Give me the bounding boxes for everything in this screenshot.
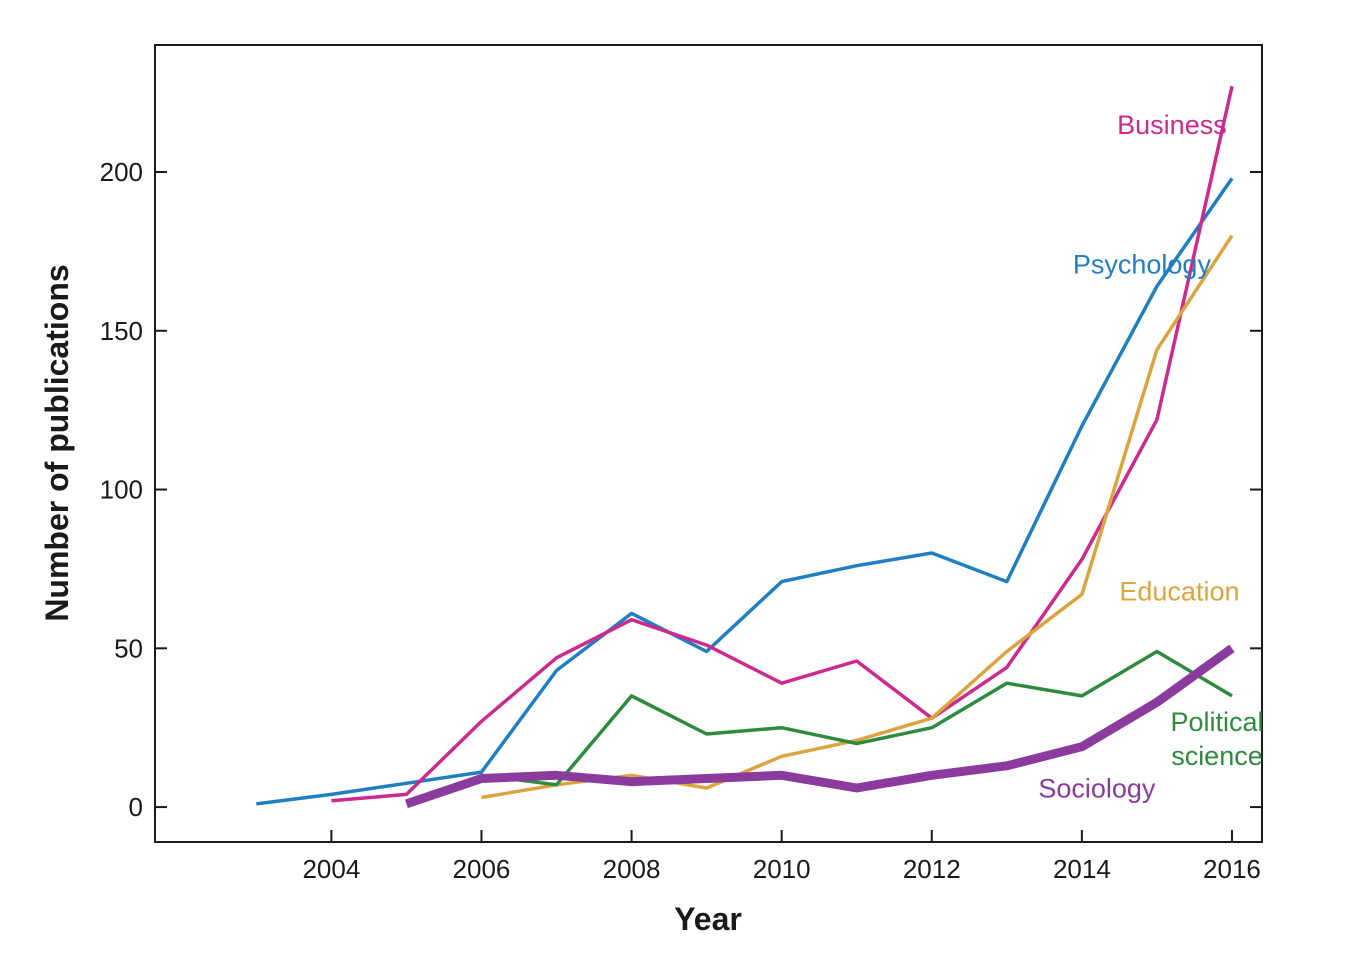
y-axis-title: Number of publications bbox=[39, 264, 75, 621]
series-label-psychology: Psychology bbox=[1073, 250, 1212, 280]
y-tick-label-200: 200 bbox=[100, 157, 143, 187]
y-tick-label-150: 150 bbox=[100, 316, 143, 346]
plot-frame bbox=[154, 44, 1263, 843]
x-tick-label-2012: 2012 bbox=[903, 854, 961, 884]
series-labels: Business Psychology Education Political scie… bbox=[1038, 110, 1263, 804]
series-lines bbox=[256, 85, 1235, 809]
x-tick-label-2014: 2014 bbox=[1053, 854, 1111, 884]
y-tick-label-0: 0 bbox=[129, 792, 143, 822]
x-tick-label-2008: 2008 bbox=[603, 854, 661, 884]
series-line-education bbox=[481, 234, 1234, 800]
y-tick-label-100: 100 bbox=[100, 475, 143, 505]
series-line-political-science bbox=[481, 649, 1233, 787]
series-line-business bbox=[331, 85, 1234, 803]
x-tick-label-2016: 2016 bbox=[1203, 854, 1261, 884]
series-line-sociology bbox=[404, 644, 1235, 809]
series-label-political-science-0: Political bbox=[1170, 707, 1263, 737]
y-tick-label-50: 50 bbox=[114, 633, 143, 663]
x-axis-title: Year bbox=[674, 901, 742, 937]
x-tick-label-2004: 2004 bbox=[302, 854, 360, 884]
series-label-business: Business bbox=[1117, 110, 1227, 140]
x-axis: 2004 2006 2008 2010 2012 2014 2016 bbox=[302, 830, 1261, 884]
x-tick-label-2006: 2006 bbox=[453, 854, 511, 884]
y-axis: 0 50 100 150 200 bbox=[100, 157, 1262, 822]
series-label-political-science-1: science bbox=[1171, 741, 1263, 771]
series-label-education: Education bbox=[1119, 577, 1239, 607]
series-label-sociology: Sociology bbox=[1038, 774, 1156, 804]
x-tick-label-2010: 2010 bbox=[753, 854, 811, 884]
